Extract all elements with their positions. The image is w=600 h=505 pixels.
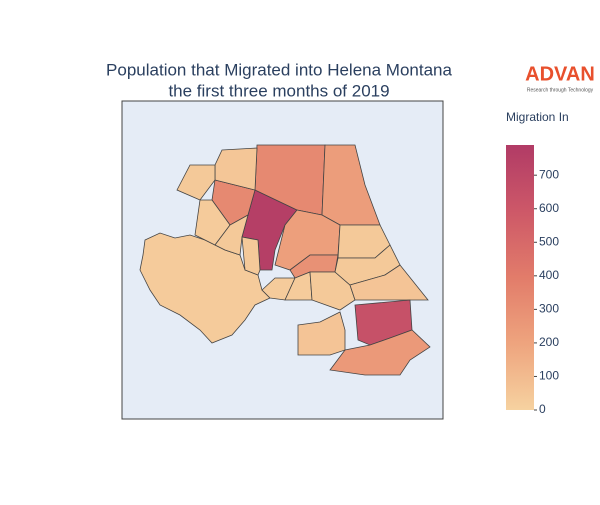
colorbar-tick-label: 0 (539, 402, 546, 416)
region (176, 164, 216, 201)
region (241, 236, 261, 276)
colorbar-tick-label: 200 (539, 335, 559, 349)
region (214, 147, 258, 191)
colorbar-tick-label: 500 (539, 234, 559, 248)
region (349, 264, 429, 301)
region (139, 232, 271, 344)
colorbar-tick-label: 700 (539, 167, 559, 181)
logo-tagline: Research through Technology (527, 87, 594, 93)
regions (139, 144, 431, 376)
colorbar-tick-label: 300 (539, 302, 559, 316)
colorbar-tick-label: 400 (539, 268, 559, 282)
colorbar (506, 145, 534, 410)
logo-name: ADVAN (525, 63, 595, 85)
colorbar-tick-label: 100 (539, 369, 559, 383)
region (329, 329, 431, 376)
colorbar-tick-label: 600 (539, 201, 559, 215)
title-line: the first three months of 2019 (168, 81, 389, 100)
region (297, 311, 346, 356)
title-line: Population that Migrated into Helena Mon… (106, 60, 452, 79)
colorbar-title: Migration In (506, 110, 569, 124)
